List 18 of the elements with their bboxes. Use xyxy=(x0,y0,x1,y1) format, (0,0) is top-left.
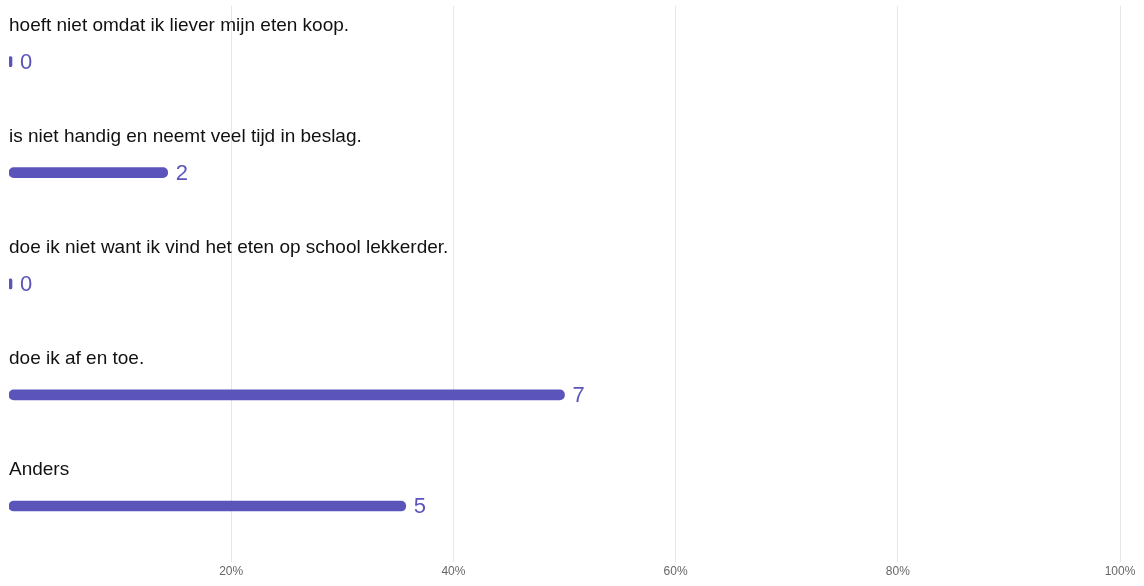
y-tick-label: Anders xyxy=(9,458,70,480)
x2-tick-label: 60% xyxy=(663,564,688,579)
y-tick-label: doe ik af en toe. xyxy=(9,347,145,369)
y-tick-label: hoeft niet omdat ik liever mijn eten koop. xyxy=(9,13,350,35)
bar xyxy=(9,389,565,401)
y-tick-label: is niet handig en neemt veel tijd in beslag. xyxy=(9,124,362,146)
data-label: 0 xyxy=(20,270,33,296)
data-label: 7 xyxy=(572,381,585,407)
x2-tick-label: 20% xyxy=(219,564,244,579)
y-tick-label: doe ik niet want ik vind het eten op school lekkerder. xyxy=(9,236,449,258)
bar xyxy=(9,500,407,512)
x2-tick-label: 100% xyxy=(1104,564,1136,579)
x2-tick-label: 40% xyxy=(441,564,466,579)
bar xyxy=(9,167,169,179)
data-label: 2 xyxy=(175,159,188,185)
data-label: 5 xyxy=(413,493,427,519)
x2-tick-label: 80% xyxy=(885,564,911,579)
data-label: 0 xyxy=(20,48,33,74)
